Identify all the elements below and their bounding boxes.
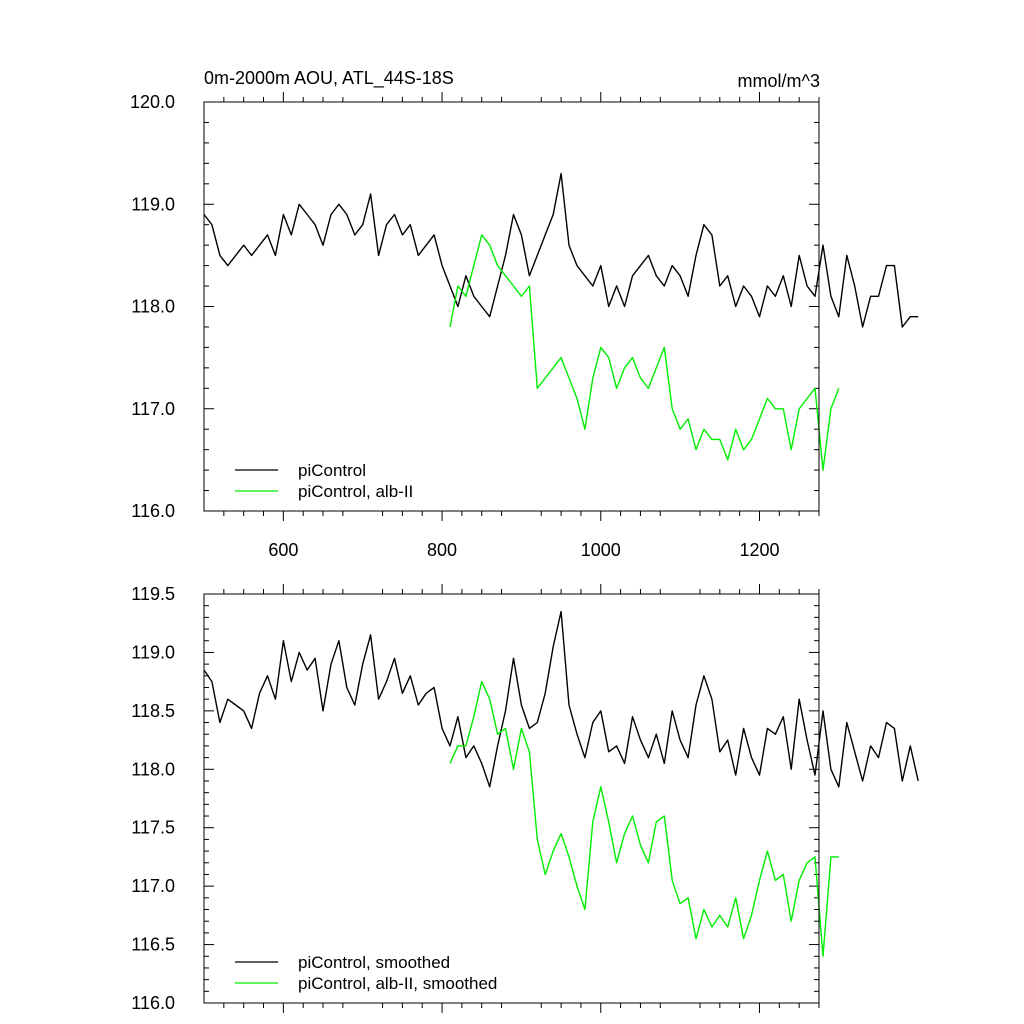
legend-label-alb-ii-smoothed: piControl, alb-II, smoothed — [298, 974, 497, 993]
legend-label-picontrol: piControl — [298, 461, 366, 480]
y-tick-label: 119.5 — [131, 584, 175, 604]
x-tick-label: 800 — [427, 540, 457, 560]
y-tick-label: 119.0 — [131, 642, 175, 662]
top-panel-series — [203, 172, 919, 471]
series-line-picontrol — [203, 172, 919, 328]
y-tick-label: 120.0 — [130, 92, 175, 112]
y-tick-label: 116.5 — [131, 935, 175, 955]
y-tick-label: 118.5 — [131, 701, 175, 721]
y-tick-label: 119.0 — [131, 194, 175, 214]
bottom-plot-frame — [203, 593, 820, 1004]
y-tick-label: 116.0 — [131, 501, 175, 521]
legend-label-alb-ii: piControl, alb-II — [298, 482, 413, 501]
top-panel: 0m-2000m AOU, ATL_44S-18S mmol/m^3 116.0… — [130, 68, 919, 560]
y-tick-label: 117.0 — [131, 876, 175, 896]
series-line-alb-ii — [449, 234, 840, 471]
x-tick-label: 600 — [268, 540, 298, 560]
top-plot-frame — [203, 101, 820, 512]
y-tick-label: 117.5 — [131, 818, 175, 838]
x-tick-label: 1200 — [739, 540, 779, 560]
bottom-legend: piControl, smoothed piControl, alb-II, s… — [235, 953, 497, 993]
y-tick-label: 118.0 — [131, 759, 175, 779]
series-line-alb-ii-smoothed — [449, 680, 839, 957]
top-panel-ticks: 116.0 117.0 118.0 119.0 120.0 600 800 1000 1200 — [130, 92, 820, 560]
y-tick-label: 116.0 — [131, 993, 175, 1013]
bottom-panel-ticks: 116.0 116.5 117.0 117.5 118.0 118.5 119.0 119.5 — [131, 584, 820, 1013]
units-label: mmol/m^3 — [738, 71, 820, 91]
bottom-panel-series — [203, 610, 919, 957]
chart-title: 0m-2000m AOU, ATL_44S-18S — [204, 68, 454, 89]
y-tick-label: 117.0 — [131, 399, 175, 419]
series-line-picontrol-smoothed — [203, 610, 919, 788]
legend-label-picontrol-smoothed: piControl, smoothed — [298, 953, 450, 972]
top-legend: piControl piControl, alb-II — [235, 461, 413, 501]
y-tick-label: 118.0 — [131, 297, 175, 317]
bottom-panel: 116.0 116.5 117.0 117.5 118.0 118.5 119.0 119.5… — [131, 584, 919, 1013]
x-tick-label: 1000 — [581, 540, 621, 560]
